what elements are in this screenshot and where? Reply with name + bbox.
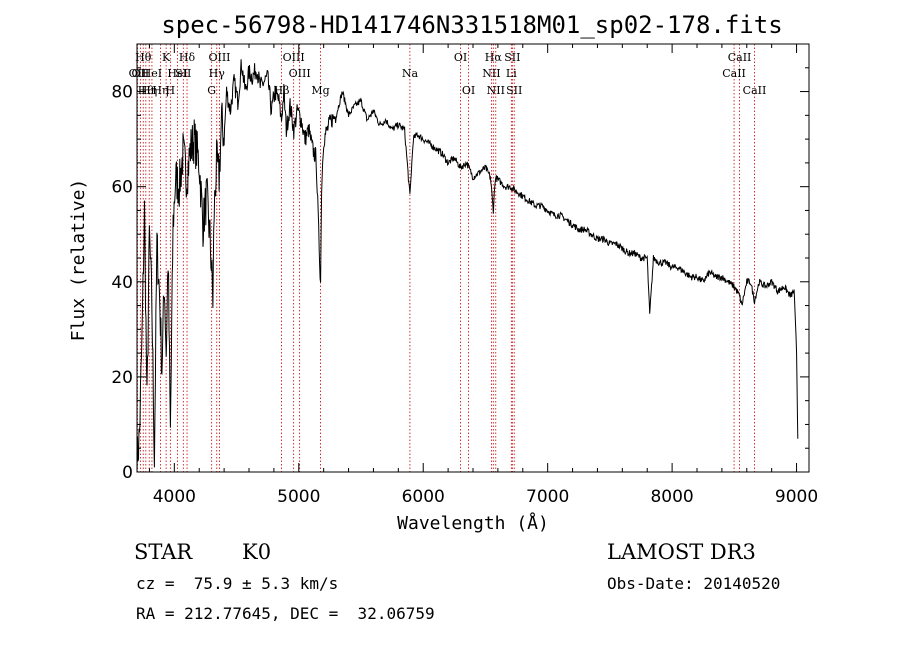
spectral-line-label: Mg bbox=[311, 84, 329, 97]
spectral-line-label: CaII bbox=[743, 84, 767, 97]
x-tick-label: 7000 bbox=[526, 487, 569, 507]
spectral-line-label: OII bbox=[132, 67, 150, 80]
spectral-line-label: OIII bbox=[283, 51, 305, 64]
spectral-line-label: G bbox=[207, 84, 216, 97]
observation-date: Obs-Date: 20140520 bbox=[607, 574, 781, 593]
spectral-line-label: CaII bbox=[722, 67, 746, 80]
chart-title: spec-56798-HD141746N331518M01_sp02-178.f… bbox=[161, 11, 782, 39]
y-tick-label: 60 bbox=[111, 178, 133, 198]
spectral-line-label: Hη bbox=[152, 84, 168, 97]
spectral-line-label: Hη bbox=[141, 84, 157, 97]
x-tick-label: 6000 bbox=[402, 487, 445, 507]
spectral-line-label: OI bbox=[462, 84, 475, 97]
y-tick-label: 0 bbox=[122, 463, 133, 483]
spectral-line-label: CaII bbox=[728, 51, 752, 64]
spectral-line-label: HeI bbox=[167, 67, 187, 80]
spectral-line-label: K bbox=[162, 51, 171, 64]
spectral-line-label: OI bbox=[454, 51, 467, 64]
y-tick-label: 40 bbox=[111, 273, 133, 293]
spectral-line-label: NII bbox=[487, 84, 505, 97]
spectral-line-label: SII bbox=[504, 51, 520, 64]
spectral-line-label: H bbox=[166, 84, 176, 97]
survey-name: LAMOST DR3 bbox=[607, 540, 756, 564]
spectral-line-label: Hα bbox=[485, 51, 503, 64]
spectral-line-label: HeI bbox=[142, 67, 162, 80]
x-tick-label: 8000 bbox=[650, 487, 693, 507]
x-axis-ticks: 4000 5000 6000 7000 8000 9000 bbox=[148, 44, 818, 507]
spectral-line-markers bbox=[137, 44, 755, 472]
spectral-line-labels: OIIOIIHθHθHηHeIHηKHHeISIIHδGHγOIIIHβOIII… bbox=[129, 51, 767, 97]
spectral-line-label: SII bbox=[506, 84, 522, 97]
y-tick-label: 20 bbox=[111, 368, 133, 388]
spectral-line-label: Li bbox=[506, 67, 517, 80]
spectral-line-label: OIII bbox=[208, 51, 230, 64]
redshift-readout: cz = 75.9 ± 5.3 km/s bbox=[136, 574, 339, 593]
y-axis-label: Flux (relative) bbox=[68, 179, 89, 342]
y-tick-label: 80 bbox=[111, 83, 133, 103]
x-tick-label: 4000 bbox=[153, 487, 196, 507]
spectral-line-label: Na bbox=[402, 67, 419, 80]
spectral-line-label: Hθ bbox=[135, 51, 152, 64]
x-tick-label: 5000 bbox=[277, 487, 320, 507]
y-axis-ticks: 0 20 40 60 80 bbox=[111, 43, 809, 483]
spectrum-series-line bbox=[136, 59, 799, 473]
spectral-line-label: SII bbox=[175, 67, 191, 80]
spectral-line-label: Hθ bbox=[138, 84, 155, 97]
spectral-line-label: Hδ bbox=[179, 51, 196, 64]
object-subclass: K0 bbox=[242, 540, 272, 564]
x-tick-label: 9000 bbox=[775, 487, 818, 507]
spectral-line-label: OIII bbox=[289, 67, 311, 80]
coordinates-readout: RA = 212.77645, DEC = 32.06759 bbox=[136, 604, 435, 623]
spectral-line-label: NII bbox=[482, 67, 500, 80]
x-axis-label: Wavelength (Å) bbox=[397, 512, 549, 534]
object-class: STAR bbox=[134, 540, 193, 564]
spectral-line-label: Hγ bbox=[209, 67, 226, 80]
